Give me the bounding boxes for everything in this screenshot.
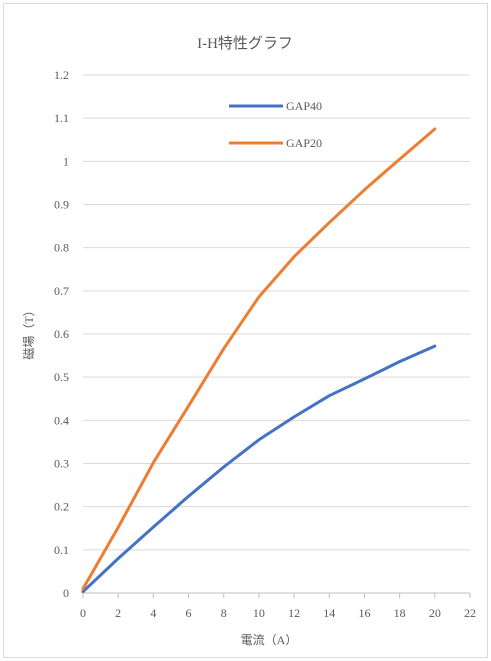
x-tick-label: 16 — [358, 606, 370, 620]
y-tick-label: 0 — [63, 586, 69, 600]
legend-label: GAP20 — [286, 136, 322, 150]
series-line-gap20 — [81, 127, 437, 591]
chart-title: I-H特性グラフ — [197, 35, 293, 52]
x-tick-labels: 0 2 4 6 8 10 12 14 16 18 20 22 — [80, 606, 476, 620]
x-axis-label: 電流（A） — [241, 633, 298, 647]
y-tick-label: 0.6 — [54, 327, 69, 341]
axes — [82, 592, 471, 598]
y-tick-label: 0.2 — [54, 500, 69, 514]
x-tick-label: 4 — [150, 606, 156, 620]
x-tick-label: 10 — [253, 606, 265, 620]
x-tick-label: 0 — [80, 606, 86, 620]
y-axis-label: 磁場（T） — [21, 304, 36, 359]
y-tick-label: 0.3 — [54, 457, 69, 471]
x-tick-label: 6 — [186, 606, 192, 620]
gridlines — [83, 74, 470, 551]
x-tick-label: 12 — [288, 606, 300, 620]
y-tick-label: 0.7 — [54, 284, 69, 298]
series-lines — [81, 127, 437, 594]
x-tick-label: 18 — [394, 606, 406, 620]
y-tick-labels: 0 0.1 0.2 0.3 0.4 0.5 0.6 0.7 0.8 0.9 1 1.1 1.2 — [54, 68, 69, 600]
y-tick-label: 0.4 — [54, 413, 69, 427]
y-tick-label: 1 — [63, 154, 69, 168]
legend: GAP40 GAP20 — [229, 99, 322, 150]
x-tick-label: 22 — [464, 606, 476, 620]
x-tick-label: 14 — [323, 606, 335, 620]
y-tick-label: 0.9 — [54, 198, 69, 212]
y-tick-label: 0.1 — [54, 543, 69, 557]
legend-label: GAP40 — [286, 99, 322, 113]
y-tick-label: 0.8 — [54, 241, 69, 255]
y-tick-label: 1.1 — [54, 111, 69, 125]
x-tick-label: 20 — [429, 606, 441, 620]
series-line-gap40 — [81, 344, 437, 594]
y-tick-label: 0.5 — [54, 370, 69, 384]
chart-area — [3, 3, 488, 658]
y-tick-label: 1.2 — [54, 68, 69, 82]
x-tick-label: 8 — [221, 606, 227, 620]
x-tick-label: 2 — [115, 606, 121, 620]
